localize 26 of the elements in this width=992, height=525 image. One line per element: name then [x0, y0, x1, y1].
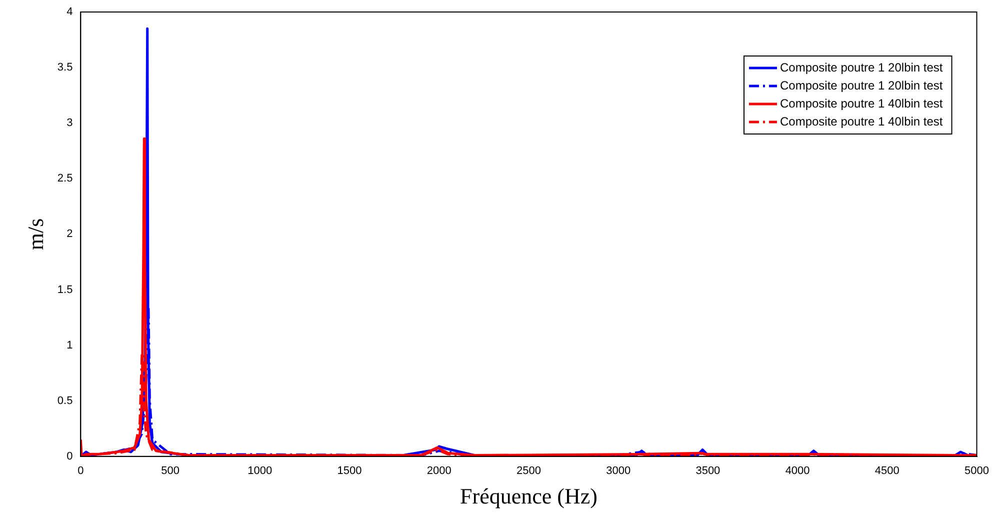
- x-tick-label: 2000: [426, 465, 452, 478]
- legend-label: Composite poutre 1 40lbin test: [780, 114, 944, 128]
- y-tick-label: 4: [66, 6, 73, 18]
- y-tick-label: 2.5: [57, 172, 73, 185]
- y-tick-label: 0: [66, 450, 73, 462]
- y-tick-label: 1: [66, 339, 73, 352]
- x-tick-label: 2500: [516, 465, 541, 478]
- y-tick-label: 3.5: [57, 62, 73, 74]
- y-tick-label: 0.5: [57, 394, 73, 407]
- x-tick-label: 3500: [696, 465, 720, 478]
- legend-label: Composite poutre 1 20lbin test: [780, 60, 944, 74]
- y-axis-title: m/s: [22, 218, 48, 250]
- x-tick-label: 4500: [874, 465, 900, 478]
- x-tick-label: 500: [161, 465, 180, 478]
- legend-label: Composite poutre 1 20lbin test: [780, 78, 944, 92]
- x-tick-label: 5000: [964, 465, 990, 478]
- legend-label: Composite poutre 1 40lbin test: [780, 96, 944, 110]
- y-tick-label: 1.5: [57, 284, 73, 296]
- y-tick-label: 3: [66, 117, 73, 130]
- x-tick-label: 0: [78, 465, 84, 478]
- x-tick-label: 1500: [337, 465, 362, 478]
- x-tick-label: 4000: [785, 465, 810, 478]
- x-tick-label: 1000: [248, 465, 272, 478]
- x-tick-label: 3000: [606, 465, 631, 478]
- y-tick-label: 2: [66, 228, 73, 240]
- x-axis-title: Fréquence (Hz): [460, 484, 598, 509]
